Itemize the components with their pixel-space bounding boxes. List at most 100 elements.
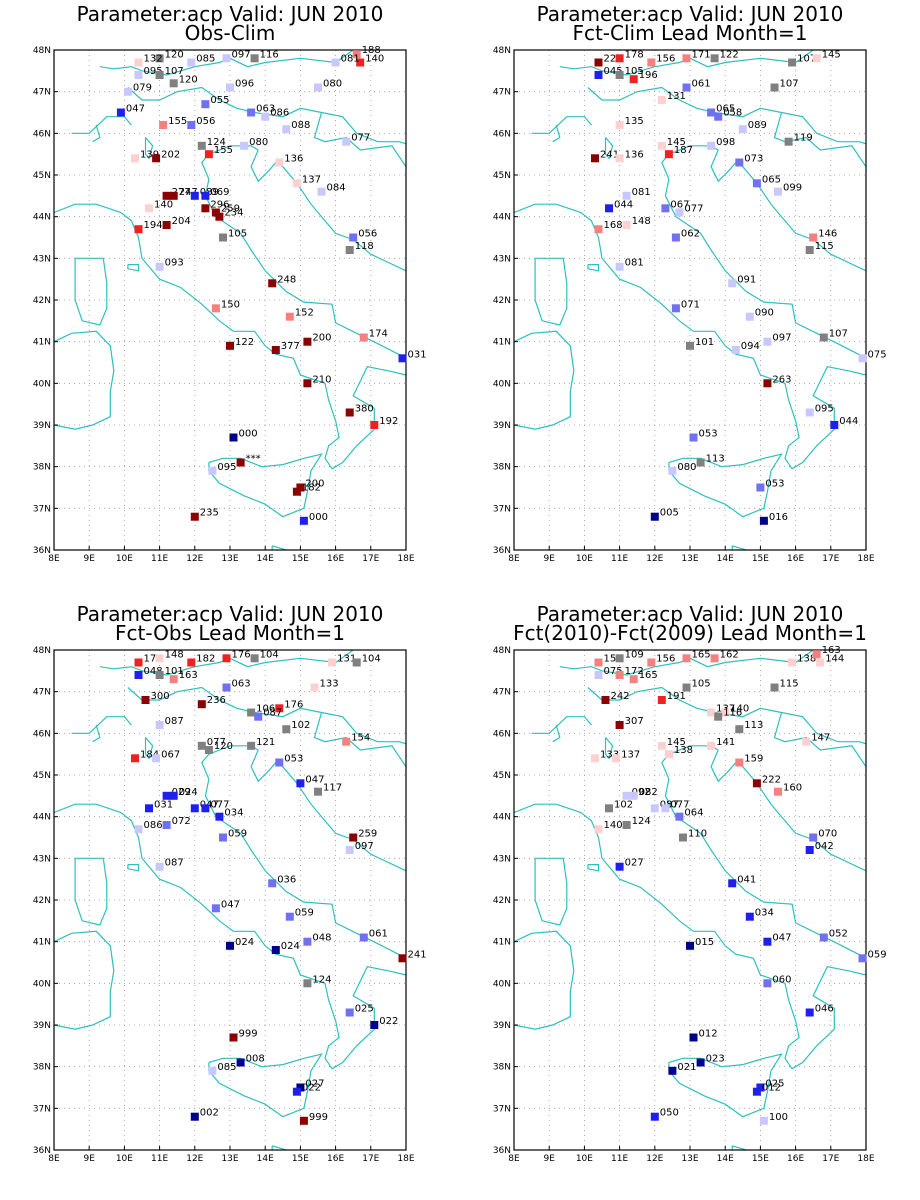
station-value-label: 235	[200, 508, 219, 519]
station-value-label: 097	[355, 841, 374, 852]
coastline	[773, 112, 866, 168]
station-value-label: 121	[256, 737, 275, 748]
station-value-label: 165	[639, 670, 658, 681]
x-tick-label: 16E	[327, 1154, 344, 1164]
coastline-layer	[54, 650, 406, 1150]
station-marker	[222, 654, 231, 663]
station-value-label: 105	[625, 66, 644, 77]
station-marker	[615, 262, 624, 271]
x-tick-label: 17E	[822, 554, 839, 564]
station-marker	[858, 354, 867, 363]
station-marker	[615, 654, 624, 663]
station-value-label: 050	[660, 1108, 679, 1119]
station-marker	[752, 179, 761, 188]
coastline	[552, 724, 561, 743]
station-value-label: 124	[312, 974, 331, 985]
station-value-label: 060	[772, 974, 791, 985]
station-value-label: 102	[614, 799, 633, 810]
station-value-label: 120	[165, 49, 184, 60]
coastline	[92, 124, 101, 143]
station-value-label: 168	[604, 220, 623, 231]
x-tick-label: 15E	[292, 554, 309, 564]
station-marker	[201, 804, 210, 813]
station-marker	[615, 862, 624, 871]
station-marker	[331, 58, 340, 67]
station-marker	[247, 708, 256, 717]
station-value-label: 061	[369, 929, 388, 940]
coastline	[587, 264, 600, 272]
y-tick-label: 42N	[493, 896, 511, 906]
station-value-label: 150	[604, 654, 623, 665]
x-tick-label: 14E	[257, 554, 274, 564]
station-value-label: 107	[780, 79, 799, 90]
coastline	[271, 1145, 288, 1150]
station-value-label: 196	[639, 70, 658, 81]
station-marker	[735, 725, 744, 734]
y-tick-label: 37N	[493, 504, 511, 514]
station-value-label: 140	[365, 54, 384, 65]
y-tick-label: 40N	[33, 979, 51, 989]
station-marker	[187, 121, 196, 129]
station-value-label: 104	[362, 654, 381, 665]
station-marker	[155, 671, 164, 679]
station-marker	[721, 708, 730, 717]
station-marker	[134, 225, 143, 234]
station-marker	[686, 341, 694, 350]
coastline	[514, 930, 575, 1030]
station-value-label: 073	[744, 154, 763, 165]
station-value-label: 122	[235, 337, 254, 348]
coastline	[531, 716, 592, 734]
station-marker	[303, 379, 312, 388]
station-value-label: 135	[625, 116, 644, 127]
station-marker	[250, 654, 259, 663]
station-value-label: 131	[337, 654, 356, 665]
station-marker	[650, 512, 659, 521]
station-value-label: 080	[249, 137, 268, 148]
y-tick-label: 37N	[33, 504, 51, 514]
station-value-label: 058	[723, 108, 742, 119]
station-value-label: 065	[716, 104, 735, 115]
coastline	[534, 257, 568, 326]
station-marker	[204, 746, 213, 754]
x-tick-label: 18E	[857, 554, 874, 564]
y-tick-label: 36N	[493, 1146, 511, 1156]
coastline	[552, 124, 561, 143]
station-marker	[197, 141, 206, 150]
station-marker	[275, 758, 284, 767]
y-tick-label: 47N	[493, 688, 511, 698]
station-marker	[275, 704, 284, 713]
station-marker	[689, 1033, 698, 1042]
station-marker	[155, 721, 164, 729]
station-marker	[591, 754, 599, 763]
station-marker	[605, 804, 613, 813]
station-value-label: 139	[140, 149, 159, 160]
station-marker	[668, 1066, 677, 1075]
station-value-label: 034	[755, 908, 774, 919]
station-value-label: 140	[604, 820, 623, 831]
station-value-label: 117	[323, 783, 342, 794]
station-marker	[629, 75, 638, 84]
station-value-label: 104	[260, 649, 279, 660]
station-marker	[819, 933, 828, 942]
y-tick-label: 47N	[493, 88, 511, 98]
station-marker	[303, 937, 312, 946]
station-value-label: 163	[822, 645, 841, 656]
y-tick-label: 46N	[493, 129, 511, 139]
station-value-label: 110	[688, 829, 707, 840]
station-marker	[282, 725, 291, 734]
station-marker	[805, 1008, 814, 1017]
y-tick-label: 42N	[33, 896, 51, 906]
coastline	[144, 737, 154, 760]
panel-title: Parameter:acp Valid: JUN 2010	[536, 602, 844, 626]
station-value-label: 148	[165, 649, 184, 660]
station-value-label: 077	[210, 799, 229, 810]
x-tick-label: 9E	[83, 554, 95, 564]
station-marker	[116, 108, 125, 117]
station-value-label: 031	[408, 349, 427, 360]
y-tick-label: 44N	[33, 813, 51, 823]
x-tick-label: 9E	[83, 1154, 95, 1164]
station-value-label: 048	[312, 933, 331, 944]
station-marker	[342, 737, 351, 746]
station-marker	[650, 804, 659, 813]
station-marker	[303, 979, 312, 988]
